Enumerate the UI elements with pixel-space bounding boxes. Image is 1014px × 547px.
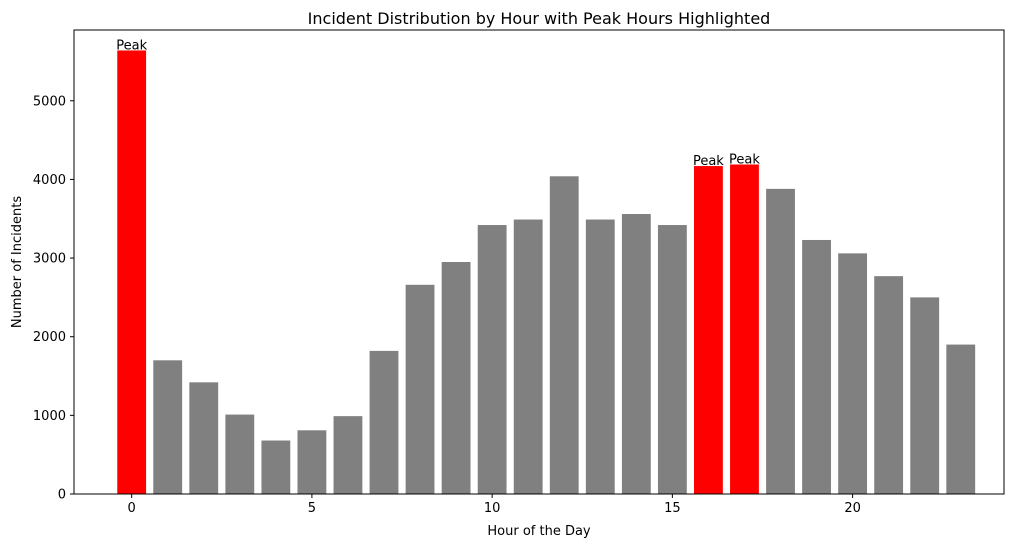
y-tick-label-5000: 5000 bbox=[33, 94, 66, 109]
y-tick-label-4000: 4000 bbox=[33, 173, 66, 188]
peak-label-hour-16: Peak bbox=[693, 154, 724, 169]
bar-hour-14 bbox=[621, 214, 651, 495]
bar-hour-6 bbox=[333, 416, 363, 494]
y-axis-label: Number of Incidents bbox=[10, 196, 25, 328]
y-tick-label-0: 0 bbox=[58, 488, 66, 503]
bar-hour-2 bbox=[189, 382, 219, 494]
bar-hour-19 bbox=[802, 239, 831, 494]
bar-hour-10 bbox=[477, 225, 507, 494]
bar-hour-7 bbox=[369, 350, 399, 494]
bar-hour-17 bbox=[730, 164, 759, 494]
bar-hour-22 bbox=[910, 297, 940, 494]
bar-hour-12 bbox=[549, 176, 579, 495]
bar-hour-11 bbox=[513, 219, 543, 494]
bar-hour-8 bbox=[405, 284, 435, 494]
bar-hour-18 bbox=[766, 188, 795, 494]
bar-hour-20 bbox=[838, 253, 868, 494]
bars-group bbox=[117, 50, 976, 495]
x-axis-label: Hour of the Day bbox=[487, 524, 591, 539]
bar-hour-3 bbox=[225, 414, 255, 494]
x-tick-label-5: 5 bbox=[308, 501, 316, 516]
bar-hour-9 bbox=[441, 262, 471, 494]
bar-hour-21 bbox=[874, 276, 904, 494]
x-tick-label-20: 20 bbox=[844, 501, 861, 516]
plot-frame bbox=[73, 29, 1005, 495]
bar-hour-0 bbox=[117, 50, 147, 495]
y-tick-label-3000: 3000 bbox=[33, 252, 66, 267]
peak-labels-group: Peak Peak Peak bbox=[116, 38, 760, 169]
x-tick-label-15: 15 bbox=[664, 501, 681, 516]
bar-hour-16 bbox=[694, 166, 723, 494]
x-tick-label-10: 10 bbox=[484, 501, 501, 516]
bar-hour-13 bbox=[585, 219, 615, 494]
bar-hour-15 bbox=[657, 225, 687, 494]
peak-label-hour-17: Peak bbox=[729, 152, 760, 167]
x-tick-label-0: 0 bbox=[128, 501, 136, 516]
y-axis-ticks: 0 1000 2000 3000 4000 5000 bbox=[33, 94, 74, 503]
x-axis-ticks: 0 5 10 15 20 bbox=[128, 494, 861, 516]
chart-title: Incident Distribution by Hour with Peak … bbox=[308, 9, 771, 28]
y-tick-label-1000: 1000 bbox=[33, 409, 66, 424]
bar-hour-23 bbox=[946, 344, 976, 494]
peak-label-hour-0: Peak bbox=[116, 38, 147, 53]
bar-hour-1 bbox=[153, 360, 183, 494]
y-tick-label-2000: 2000 bbox=[33, 330, 66, 345]
bar-hour-5 bbox=[297, 430, 327, 494]
bar-hour-4 bbox=[261, 440, 291, 494]
